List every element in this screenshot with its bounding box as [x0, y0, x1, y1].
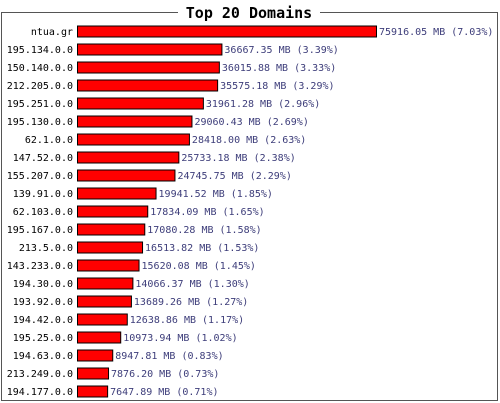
value-label: 10973.94 MB (1.02%)	[123, 333, 237, 344]
domain-label: 213.5.0.0	[19, 243, 73, 254]
domain-label: 147.52.0.0	[13, 153, 73, 164]
value-label: 7876.20 MB (0.73%)	[111, 369, 219, 380]
bar	[77, 367, 110, 380]
domain-label: 195.130.0.0	[7, 117, 73, 128]
bar	[77, 277, 134, 290]
value-label: 36015.88 MB (3.33%)	[222, 63, 336, 74]
value-label: 24745.75 MB (2.29%)	[177, 171, 291, 182]
domain-label: 212.205.0.0	[7, 81, 73, 92]
value-label: 35575.18 MB (3.29%)	[220, 81, 334, 92]
value-label: 25733.18 MB (2.38%)	[181, 153, 295, 164]
value-label: 12638.86 MB (1.17%)	[130, 315, 244, 326]
value-label: 75916.05 MB (7.03%)	[379, 27, 493, 38]
domain-label: ntua.gr	[31, 27, 73, 38]
bar	[77, 331, 122, 344]
bar	[77, 295, 132, 308]
bar	[77, 151, 180, 164]
value-label: 17834.09 MB (1.65%)	[150, 207, 264, 218]
bar	[77, 79, 219, 92]
bar	[77, 43, 223, 56]
bars-group: ntua.gr 75916.05 MB (7.03%) 195.134.0.0 366…	[7, 25, 493, 398]
domain-label: 194.30.0.0	[13, 279, 73, 290]
domain-label: 155.207.0.0	[7, 171, 73, 182]
bar	[77, 25, 377, 38]
domain-label: 62.103.0.0	[13, 207, 73, 218]
value-label: 29060.43 MB (2.69%)	[194, 117, 308, 128]
domain-label: 150.140.0.0	[7, 63, 73, 74]
value-label: 13689.26 MB (1.27%)	[134, 297, 248, 308]
value-label: 19941.52 MB (1.85%)	[159, 189, 273, 200]
bar	[77, 115, 193, 128]
domain-label: 62.1.0.0	[25, 135, 73, 146]
bar	[77, 313, 128, 326]
value-label: 16513.82 MB (1.53%)	[145, 243, 259, 254]
bar	[77, 223, 146, 236]
domain-label: 194.177.0.0	[7, 387, 73, 398]
domain-label: 195.134.0.0	[7, 45, 73, 56]
bar	[77, 385, 109, 398]
domain-label: 193.92.0.0	[13, 297, 73, 308]
bar	[77, 169, 176, 182]
bar	[77, 205, 149, 218]
value-label: 15620.08 MB (1.45%)	[142, 261, 256, 272]
bar	[77, 133, 190, 146]
value-label: 7647.89 MB (0.71%)	[110, 387, 218, 398]
domain-label: 195.167.0.0	[7, 225, 73, 236]
bar	[77, 97, 204, 110]
domain-label: 195.251.0.0	[7, 99, 73, 110]
bar	[77, 349, 114, 362]
chart-title: Top 20 Domains	[186, 4, 312, 22]
domain-label: 194.63.0.0	[13, 351, 73, 362]
bar	[77, 61, 220, 74]
value-label: 14066.37 MB (1.30%)	[135, 279, 249, 290]
domain-label: 194.42.0.0	[13, 315, 73, 326]
value-label: 36667.35 MB (3.39%)	[224, 45, 338, 56]
value-label: 17080.28 MB (1.58%)	[147, 225, 261, 236]
value-label: 8947.81 MB (0.83%)	[115, 351, 223, 362]
title-background	[178, 2, 320, 22]
domain-label: 143.233.0.0	[7, 261, 73, 272]
value-label: 28418.00 MB (2.63%)	[192, 135, 306, 146]
value-label: 31961.28 MB (2.96%)	[206, 99, 320, 110]
domain-label: 195.25.0.0	[13, 333, 73, 344]
domain-label: 213.249.0.0	[7, 369, 73, 380]
bar	[77, 241, 144, 254]
bar	[77, 187, 157, 200]
bar	[77, 259, 140, 272]
domain-label: 139.91.0.0	[13, 189, 73, 200]
